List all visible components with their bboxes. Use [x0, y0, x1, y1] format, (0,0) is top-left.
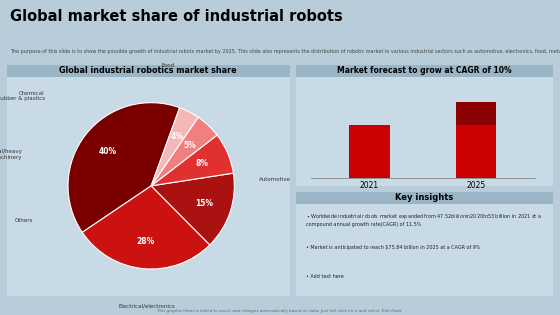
Text: Global market share of industrial robots: Global market share of industrial robots: [10, 9, 343, 25]
Text: Key insights: Key insights: [395, 193, 454, 202]
Text: Global industrial robotics market share: Global industrial robotics market share: [59, 66, 237, 75]
Text: Market forecast to grow at CAGR of 10%: Market forecast to grow at CAGR of 10%: [337, 66, 512, 75]
Text: Others: Others: [15, 218, 33, 223]
Wedge shape: [151, 135, 234, 186]
Bar: [456, 125, 496, 178]
Text: 8%: 8%: [196, 159, 209, 169]
Bar: [456, 102, 496, 125]
Wedge shape: [82, 186, 210, 269]
Text: Electrical/electronics: Electrical/electronics: [119, 304, 175, 309]
Text: 15%: 15%: [195, 199, 213, 208]
Text: 4%: 4%: [170, 132, 183, 141]
Text: Automotive: Automotive: [259, 177, 291, 182]
Text: • Worldwide industrial robots market expanded from $47.52 billion in 2020 to $53: • Worldwide industrial robots market exp…: [306, 212, 542, 227]
Text: The purpose of this slide is to show the possible growth of industrial robots ma: The purpose of this slide is to show the…: [10, 49, 560, 54]
Wedge shape: [151, 173, 234, 245]
Text: • Add text here: • Add text here: [306, 273, 344, 278]
Bar: [349, 125, 390, 178]
Text: 5%: 5%: [183, 141, 196, 150]
Wedge shape: [151, 108, 198, 186]
Text: Metal/heavy
machinery: Metal/heavy machinery: [0, 149, 22, 160]
Wedge shape: [68, 103, 180, 232]
Text: Chemical
rubber & plastics: Chemical rubber & plastics: [0, 91, 45, 101]
Text: 28%: 28%: [137, 237, 155, 246]
Text: 40%: 40%: [98, 147, 116, 156]
Text: • Market is anticipated to reach $75.84 billion in 2025 at a CAGR of 9%: • Market is anticipated to reach $75.84 …: [306, 245, 480, 250]
Wedge shape: [151, 117, 217, 186]
Text: Food: Food: [161, 63, 174, 68]
Text: This graphic/chart is linked to excel, and changes automatically based on data. : This graphic/chart is linked to excel, a…: [157, 309, 403, 313]
